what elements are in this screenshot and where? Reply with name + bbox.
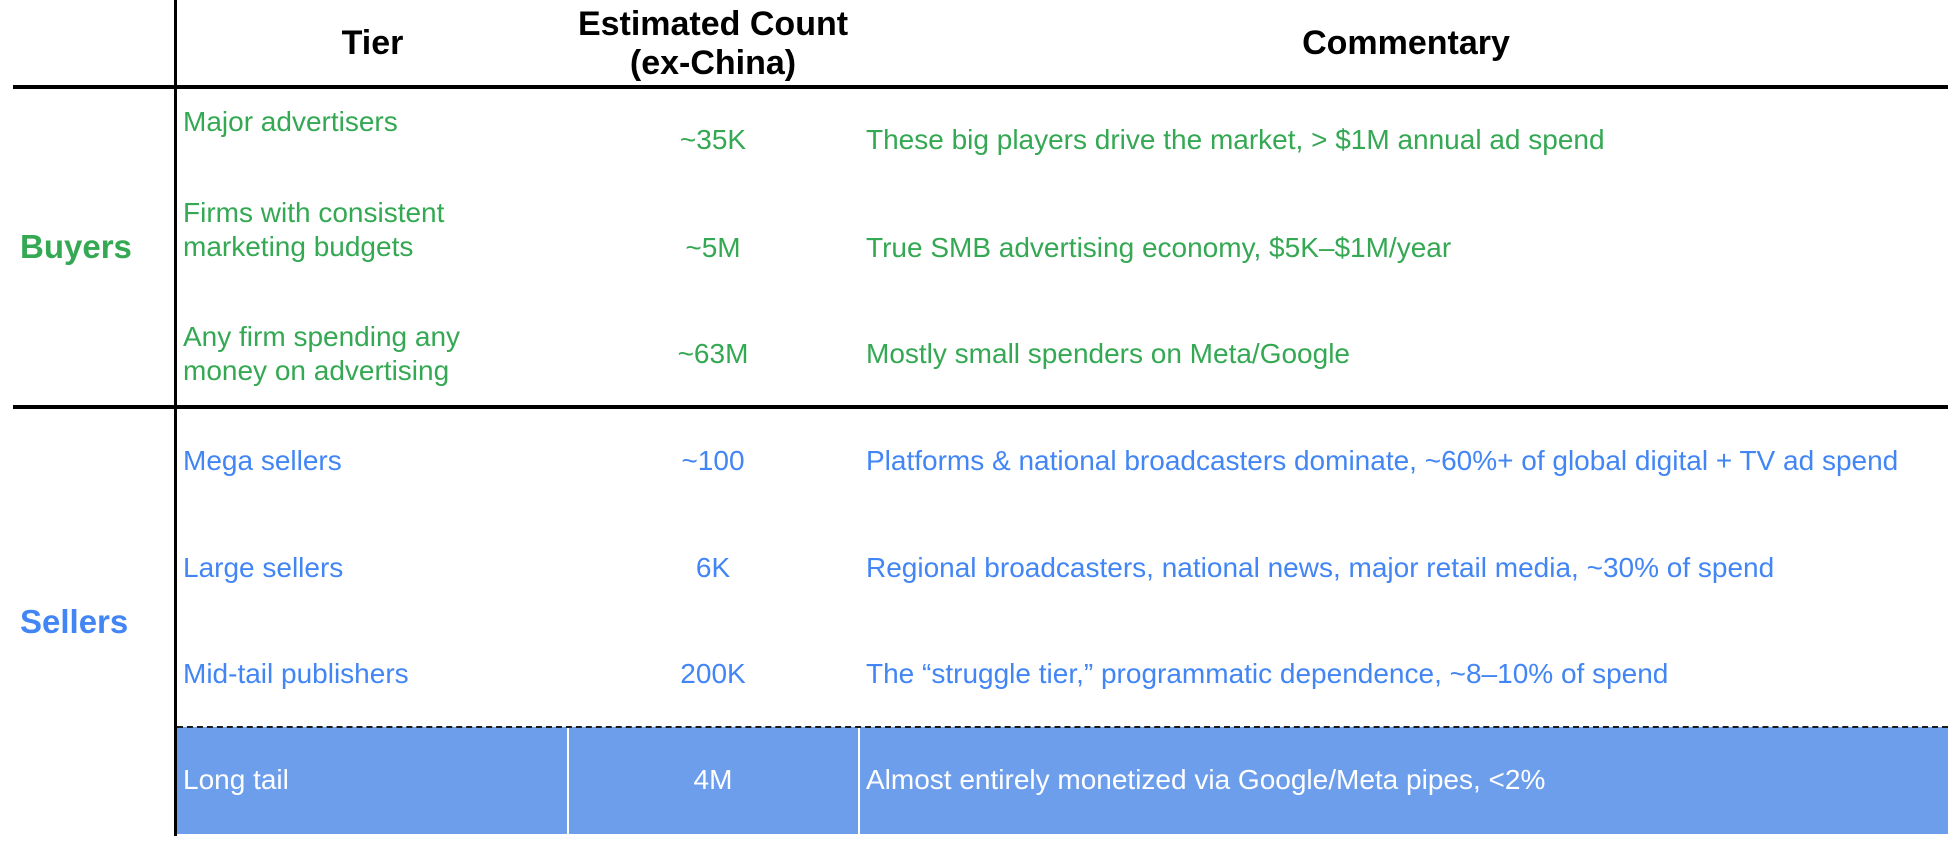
commentary-cell: Platforms & national broadcasters domina… [866,445,1899,476]
tier-cell: Mid-tail publishers [183,658,409,689]
commentary-cell: Regional broadcasters, national news, ma… [866,552,1775,583]
tier-cell-line2: money on advertising [183,355,450,386]
tier-cell: Mega sellers [183,445,342,476]
commentary-cell: True SMB advertising economy, $5K–$1M/ye… [866,232,1452,263]
header-bottom-rule [13,85,1948,89]
commentary-cell: Mostly small spenders on Meta/Google [866,338,1350,369]
tier-cell: Firms with consistent marketing budgets [183,196,444,264]
header-count-line2: (ex-China) [629,44,797,82]
header-tier: Tier [341,24,404,62]
count-cell: 4M [693,764,733,795]
buyers-sellers-rule [13,405,1948,409]
group-label-sellers: Sellers [20,603,129,640]
header-count-line1: Estimated Count [577,5,849,43]
count-cell: ~35K [679,124,747,155]
count-cell: ~63M [677,338,749,369]
highlight-cell-divider [567,727,569,834]
tier-cell: Major advertisers [183,106,398,137]
commentary-cell: The “struggle tier,” programmatic depend… [866,658,1669,689]
count-cell: 200K [680,658,746,689]
tier-cell-line1: Firms with consistent [183,197,445,228]
tier-cell-line1: Any firm spending any [183,321,461,352]
dotted-row-separator [177,726,1948,728]
commentary-cell: These big players drive the market, > $1… [866,124,1605,155]
count-cell: 6K [695,552,731,583]
group-column-divider [174,0,177,836]
count-cell: ~5M [685,232,741,263]
tier-cell: Large sellers [183,552,344,583]
count-cell: ~100 [681,445,745,476]
header-estimated-count: Estimated Count (ex-China) [568,5,858,83]
commentary-cell: Almost entirely monetized via Google/Met… [866,764,1546,795]
tier-cell: Long tail [183,764,289,795]
group-label-buyers: Buyers [20,228,132,265]
tier-cell-line2: marketing budgets [183,231,414,262]
highlight-cell-divider [858,727,860,834]
header-commentary: Commentary [1302,24,1510,62]
highlight-row-long-tail [177,727,1948,834]
tier-cell: Any firm spending any money on advertisi… [183,320,460,388]
